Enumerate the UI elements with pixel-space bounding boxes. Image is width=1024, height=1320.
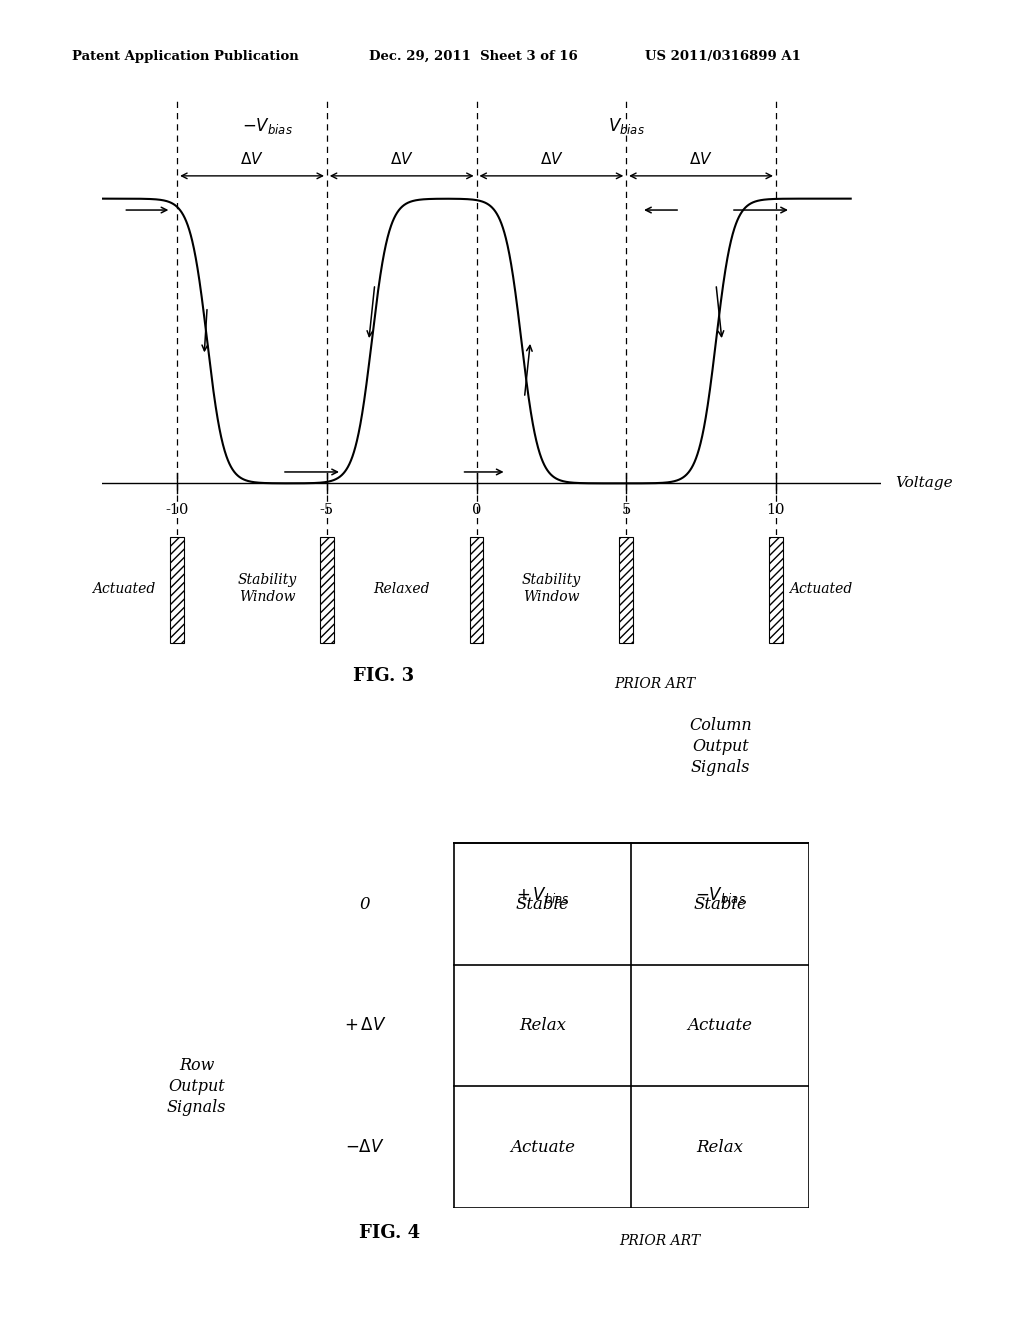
Text: $-\Delta V$: $-\Delta V$ — [345, 1139, 385, 1155]
Text: FIG. 3: FIG. 3 — [353, 667, 415, 685]
Text: $\Delta V$: $\Delta V$ — [540, 152, 563, 168]
Text: Actuated: Actuated — [790, 582, 852, 595]
Text: Voltage: Voltage — [896, 477, 953, 490]
Bar — [470, 536, 483, 643]
Bar — [769, 536, 782, 643]
Text: Stable: Stable — [516, 896, 569, 912]
Text: Actuate: Actuate — [510, 1139, 575, 1155]
Text: $\Delta V$: $\Delta V$ — [689, 152, 713, 168]
Text: $+\,\Delta V$: $+\,\Delta V$ — [344, 1018, 386, 1034]
Text: $-V_{bias}$: $-V_{bias}$ — [242, 116, 293, 136]
Text: Column
Output
Signals: Column Output Signals — [689, 717, 752, 776]
Bar — [321, 536, 334, 643]
Bar — [620, 536, 633, 643]
Text: 5: 5 — [622, 503, 631, 517]
Text: Row
Output
Signals: Row Output Signals — [167, 1057, 226, 1115]
Text: PRIOR ART: PRIOR ART — [620, 1234, 700, 1247]
Bar — [170, 536, 184, 643]
Text: $-V_{bias}$: $-V_{bias}$ — [694, 886, 745, 906]
Text: Actuated: Actuated — [92, 582, 155, 595]
Text: 10: 10 — [767, 503, 785, 517]
Text: Stability
Window: Stability Window — [522, 573, 581, 605]
Text: Dec. 29, 2011  Sheet 3 of 16: Dec. 29, 2011 Sheet 3 of 16 — [369, 50, 578, 63]
Text: Relax: Relax — [519, 1018, 566, 1034]
Text: FIG. 4: FIG. 4 — [358, 1224, 420, 1242]
Text: Relaxed: Relaxed — [374, 582, 430, 595]
Text: -5: -5 — [319, 503, 334, 517]
Text: Patent Application Publication: Patent Application Publication — [72, 50, 298, 63]
Text: Stable: Stable — [693, 896, 748, 912]
Text: $\Delta V$: $\Delta V$ — [390, 152, 414, 168]
Text: PRIOR ART: PRIOR ART — [614, 677, 695, 690]
Text: Stability
Window: Stability Window — [238, 573, 297, 605]
Text: $\Delta V$: $\Delta V$ — [241, 152, 264, 168]
Text: $V_{bias}$: $V_{bias}$ — [608, 116, 645, 136]
Text: US 2011/0316899 A1: US 2011/0316899 A1 — [645, 50, 801, 63]
Text: -10: -10 — [166, 503, 188, 517]
Text: 0: 0 — [472, 503, 481, 517]
Text: Relax: Relax — [696, 1139, 743, 1155]
Text: 0: 0 — [359, 896, 371, 912]
Text: Actuate: Actuate — [688, 1018, 753, 1034]
Text: $+\,V_{bias}$: $+\,V_{bias}$ — [516, 886, 569, 906]
